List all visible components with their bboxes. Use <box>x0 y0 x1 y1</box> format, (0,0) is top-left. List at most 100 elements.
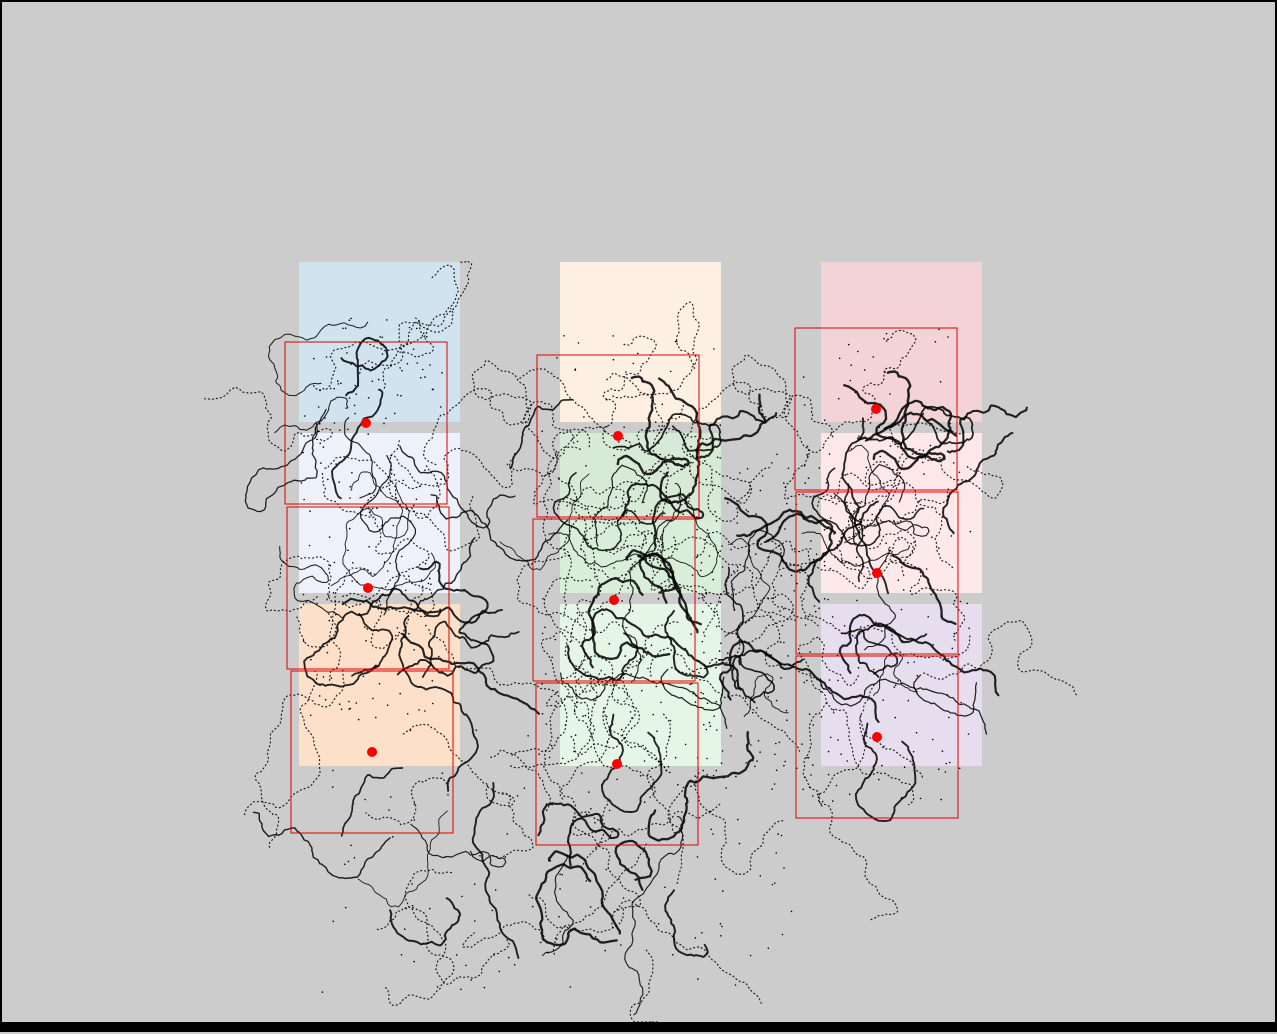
trajectory-trace-183 <box>650 534 812 596</box>
trajectory-dot <box>838 357 841 360</box>
trajectory-dot <box>730 735 732 737</box>
trajectory-dot <box>712 774 715 777</box>
trajectory-dot <box>946 694 949 696</box>
trajectory-trace-99 <box>864 548 896 651</box>
trajectory-dot <box>734 984 737 986</box>
trajectory-dot <box>939 381 942 383</box>
trajectory-dot <box>660 701 662 704</box>
trajectory-trace-158 <box>664 889 709 958</box>
trajectory-dot <box>371 366 374 369</box>
trajectory-trace-80 <box>622 482 705 548</box>
trajectory-trace-56 <box>548 532 657 568</box>
trajectory-dot <box>427 582 430 585</box>
trajectory-dot <box>381 336 384 339</box>
trajectory-trace-13 <box>382 264 460 389</box>
trajectory-trace-43 <box>658 377 702 453</box>
trajectory-dot <box>333 422 336 424</box>
trajectory-dot <box>335 613 337 616</box>
trajectory-dot <box>350 844 352 847</box>
trajectory-dot <box>569 640 572 643</box>
trajectory-dot <box>404 630 407 632</box>
trajectory-dot <box>655 685 658 688</box>
trajectory-dot <box>767 696 769 698</box>
trajectory-dot <box>332 592 335 594</box>
trajectory-dot <box>551 656 553 659</box>
trajectory-dot <box>583 416 585 418</box>
trajectory-dot <box>355 393 358 396</box>
trajectory-dot <box>737 818 739 821</box>
trajectory-trace-129 <box>817 494 886 523</box>
trajectory-trace-91 <box>664 609 709 679</box>
trajectory-dot <box>709 602 712 605</box>
trajectory-dot <box>629 711 632 713</box>
trajectory-dot <box>327 478 329 481</box>
trajectory-dot <box>694 701 697 703</box>
trajectory-trace-143 <box>493 749 551 813</box>
trajectory-dot <box>938 547 940 549</box>
trajectory-dot <box>653 737 655 739</box>
trajectory-dot <box>432 702 434 705</box>
trajectory-trace-118 <box>840 491 949 540</box>
trajectory-dot <box>367 433 370 435</box>
trajectory-dot <box>806 679 808 682</box>
trajectory-dot <box>605 425 608 428</box>
trajectory-dot <box>401 369 403 372</box>
trajectory-dot <box>303 498 305 501</box>
trajectory-dot <box>531 905 534 908</box>
trajectory-dot <box>885 340 888 342</box>
trajectory-dot <box>942 659 944 661</box>
trajectory-dot <box>804 482 806 484</box>
trajectory-dot <box>750 744 752 746</box>
trajectory-dot <box>691 574 694 576</box>
trajectory-trace-151 <box>624 816 684 1016</box>
trajectory-dot <box>801 743 803 745</box>
trajectory-dot <box>808 713 811 715</box>
trajectory-dot <box>381 353 384 355</box>
trajectory-trace-177 <box>807 500 879 603</box>
trajectory-dot <box>912 750 915 753</box>
trajectory-dot <box>802 376 805 378</box>
trajectory-dot <box>812 764 814 766</box>
trajectory-dot <box>441 372 443 374</box>
trajectory-dot <box>322 446 325 448</box>
trajectory-dot <box>878 778 880 781</box>
trajectory-dot <box>328 619 331 622</box>
trajectory-dot <box>658 425 660 427</box>
trajectory-dot <box>594 822 596 824</box>
trajectory-dot <box>960 701 962 704</box>
trajectory-trace-26 <box>267 321 369 397</box>
trajectory-dot <box>885 542 887 544</box>
trajectory-dot <box>558 915 560 918</box>
trajectory-dot <box>638 661 641 663</box>
trajectory-dot <box>715 661 718 663</box>
trajectory-dot <box>714 878 717 880</box>
trajectory-dot <box>412 348 415 351</box>
trajectory-dot <box>803 464 806 467</box>
trajectory-dot <box>329 387 332 390</box>
trajectory-dot <box>642 380 644 383</box>
trajectory-trace-65 <box>471 359 562 460</box>
trajectory-trace-149 <box>404 868 511 985</box>
trajectory-dot <box>690 617 692 619</box>
trajectory-trace-136 <box>811 467 925 547</box>
trajectory-trace-72 <box>560 707 642 913</box>
trajectory-dot <box>690 445 692 448</box>
trajectory-dot <box>787 655 789 657</box>
trajectory-trace-17 <box>313 260 473 392</box>
trajectory-dot <box>424 376 426 378</box>
trajectory-dot <box>872 356 874 358</box>
trajectory-dot <box>865 466 868 469</box>
trajectory-dot <box>325 356 328 358</box>
trajectory-dot <box>708 536 710 538</box>
trajectory-trace-22 <box>398 615 479 792</box>
trajectory-dot <box>493 954 495 956</box>
trajectory-dot <box>733 588 735 591</box>
trajectory-dot <box>342 327 344 330</box>
trajectory-dot <box>346 352 348 354</box>
trajectory-dot <box>411 904 414 907</box>
trajectory-trace-19 <box>341 560 489 624</box>
trajectory-trace-124 <box>819 678 988 735</box>
trajectory-dot <box>858 435 860 438</box>
trajectory-dot <box>837 397 840 400</box>
